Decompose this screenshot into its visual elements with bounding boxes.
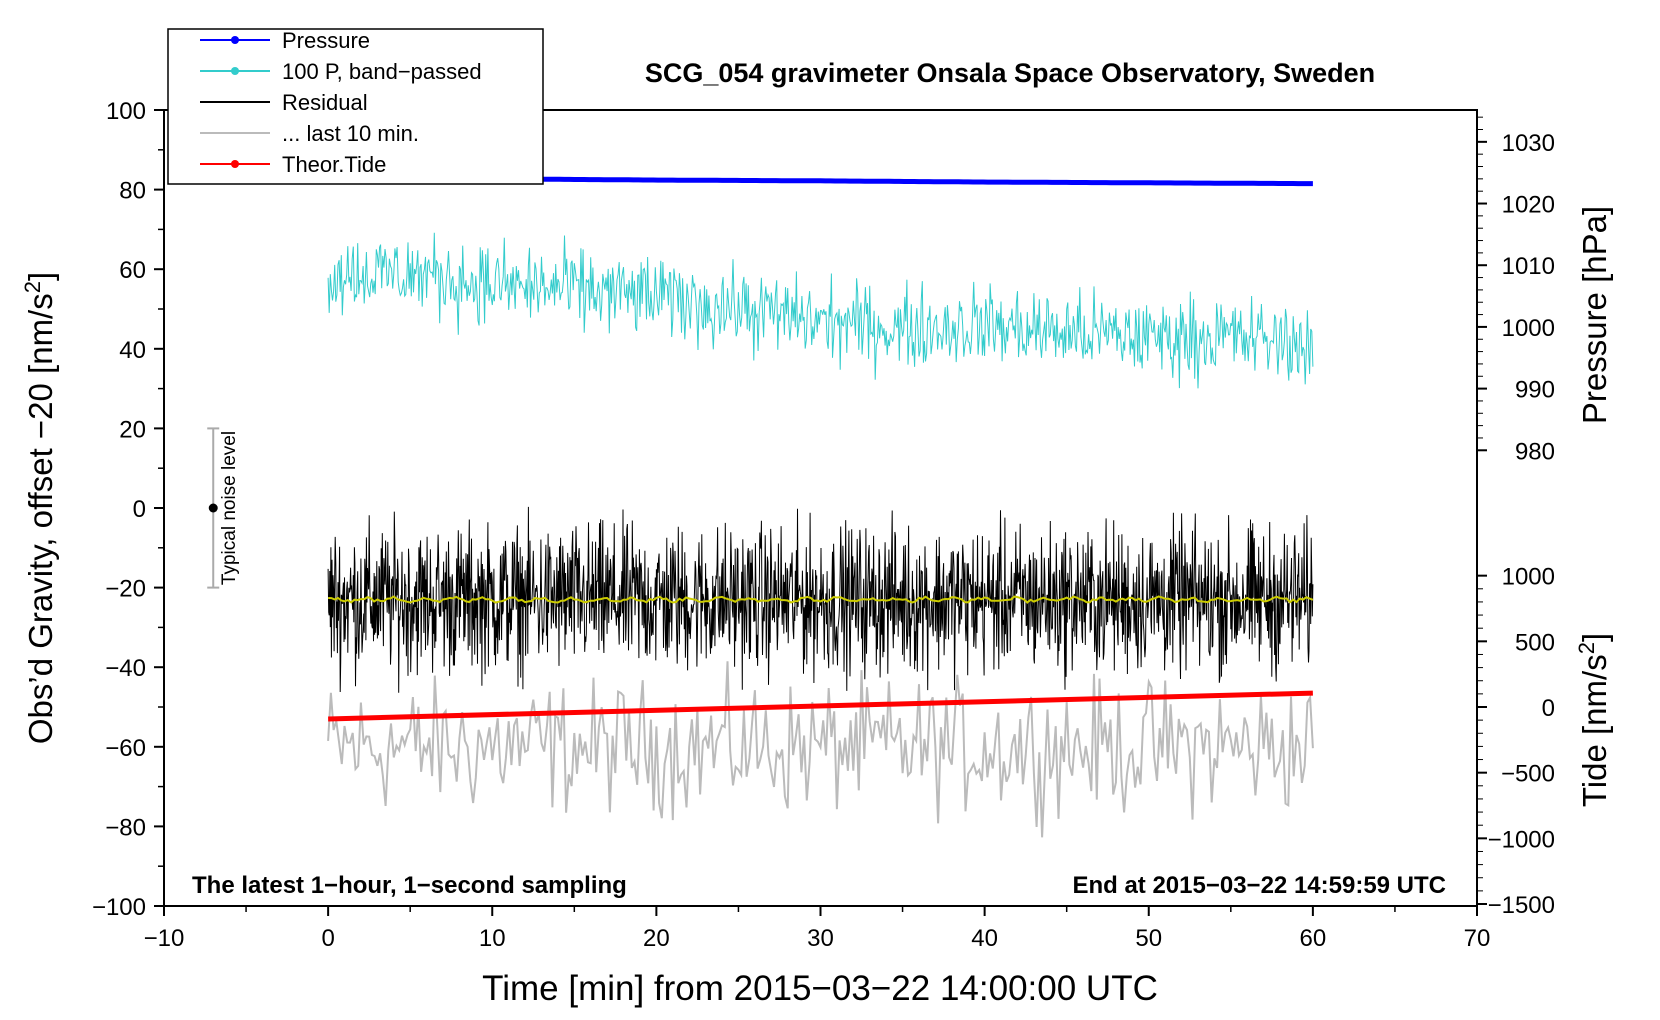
- pressure-tick-label: 990: [1515, 377, 1555, 404]
- y-tick-label: 0: [133, 496, 146, 523]
- legend-marker: [231, 36, 239, 44]
- pressure-axis-label: Pressure [hPa]: [1576, 206, 1613, 424]
- y-tick-label: 60: [119, 257, 146, 284]
- noise-bar-center: [208, 503, 218, 513]
- x-tick-label: 50: [1135, 925, 1162, 952]
- pressure-tick-label: 1030: [1502, 130, 1555, 157]
- legend-label: Theor.Tide: [282, 152, 386, 177]
- y-tick-label: −20: [105, 576, 146, 603]
- traces: [327, 176, 1314, 838]
- x-tick-label: 60: [1300, 925, 1327, 952]
- residual-trace: [327, 506, 1314, 693]
- legend-label: ... last 10 min.: [282, 121, 419, 146]
- x-axis-ticks: −10 0 10 20 30 40 50 60 70: [144, 906, 1491, 952]
- x-tick-label: 70: [1464, 925, 1491, 952]
- last-10-min-trace: [327, 661, 1314, 838]
- x-tick-label: 30: [807, 925, 834, 952]
- chart-title: SCG_054 gravimeter Onsala Space Observat…: [645, 58, 1375, 88]
- x-tick-label: 20: [643, 925, 670, 952]
- legend-label: 100 P, band−passed: [282, 59, 482, 84]
- y-tick-label: −40: [105, 655, 146, 682]
- annotation-bottom-right: End at 2015−03−22 14:59:59 UTC: [1072, 872, 1446, 899]
- pressure-tick-label: 1010: [1502, 253, 1555, 280]
- pressure-tick-label: 1000: [1502, 315, 1555, 342]
- legend-box: [167, 28, 544, 185]
- x-tick-label: 10: [479, 925, 506, 952]
- tide-axis-ticks: 1000 500 0 −500 −1000 −1500: [1477, 564, 1555, 919]
- legend-marker: [231, 160, 239, 168]
- pressure-tick-label: 1020: [1502, 192, 1555, 219]
- tide-tick-label: −1500: [1488, 892, 1555, 919]
- x-tick-label: 0: [321, 925, 334, 952]
- tide-tick-label: 1000: [1502, 564, 1555, 591]
- legend-label: Pressure: [282, 28, 370, 53]
- noise-bar-label: Typical noise level: [219, 431, 240, 585]
- y-axis-label: Obs’d Gravity, offset −20 [nm/s2]: [20, 272, 60, 744]
- theoretical-tide-trace: [328, 690, 1313, 722]
- plot-frame: [163, 109, 1478, 907]
- band-passed-pressure-trace: [327, 232, 1314, 389]
- pressure-axis-ticks: 1030 1020 1010 1000 990 980: [1477, 116, 1555, 465]
- pressure-tick-label: 980: [1515, 438, 1555, 465]
- noise-bar: Typical noise level: [207, 427, 240, 589]
- legend-label: Residual: [282, 90, 368, 115]
- y-tick-label: 20: [119, 416, 146, 443]
- y-tick-label: 80: [119, 178, 146, 205]
- y-tick-label: −100: [92, 894, 146, 921]
- y-tick-label: −60: [105, 735, 146, 762]
- x-tick-label: −10: [144, 925, 185, 952]
- y-tick-label: 100: [106, 98, 146, 125]
- x-axis-label: Time [min] from 2015−03−22 14:00:00 UTC: [482, 969, 1158, 1008]
- tide-axis-label: Tide [nm/s2]: [1574, 633, 1614, 807]
- smoothed-residual-trace: [328, 595, 1314, 604]
- x-tick-label: 40: [971, 925, 998, 952]
- tide-tick-label: 500: [1515, 629, 1555, 656]
- legend-marker: [231, 67, 239, 75]
- tide-tick-label: −500: [1501, 761, 1555, 788]
- y-tick-label: −80: [105, 814, 146, 841]
- y-tick-label: 40: [119, 337, 146, 364]
- legend: Pressure 100 P, band−passed Residual ... la…: [167, 28, 544, 185]
- tide-tick-label: −1000: [1488, 826, 1555, 853]
- tide-tick-label: 0: [1542, 695, 1555, 722]
- annotation-bottom-left: The latest 1−hour, 1−second sampling: [192, 872, 627, 899]
- y-axis-ticks: 100 80 60 40 20 0 −20 −40 −60 −80 −100: [92, 98, 164, 921]
